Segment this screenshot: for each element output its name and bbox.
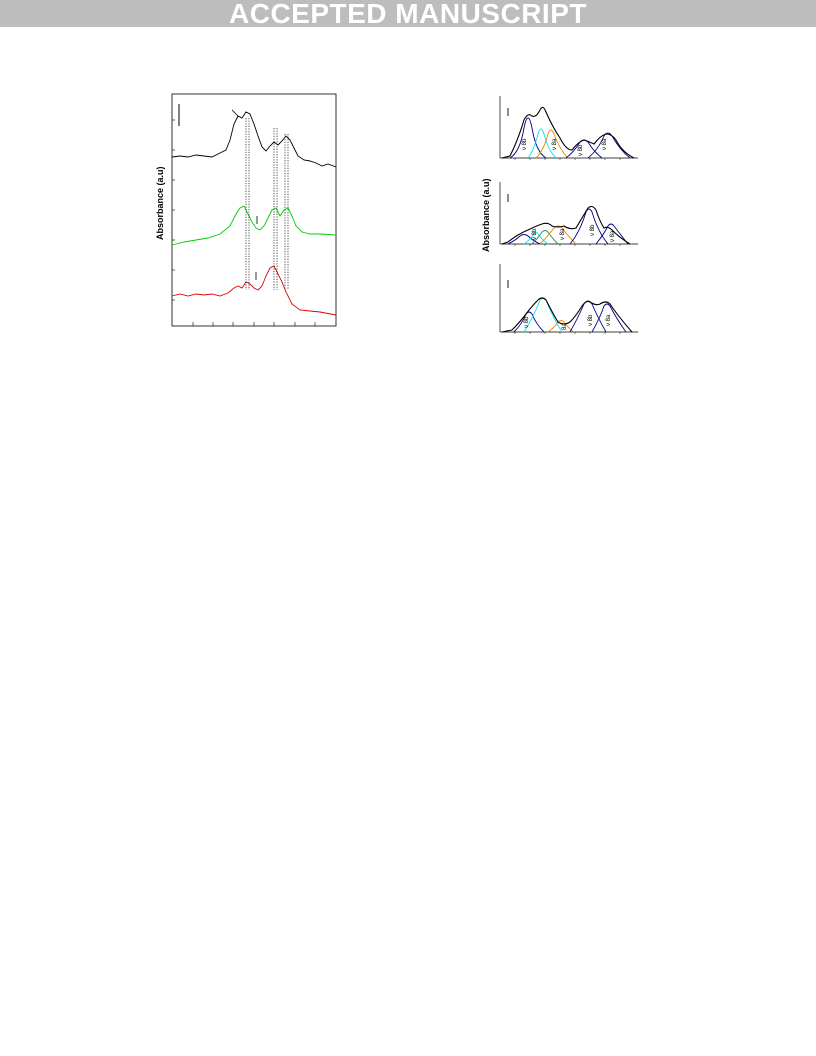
panel2-comp-navy-3: [595, 223, 629, 245]
panel1-fit: [501, 106, 635, 159]
right-panel-1: ν 8b ν 8a ν 8b ν 8a: [499, 96, 638, 160]
panel3-comp-orange: [547, 320, 575, 333]
panel2-label-4: ν 8a: [610, 230, 616, 242]
panel1-comp-cyan: [527, 128, 557, 159]
trace-red: [171, 265, 337, 316]
trace-green: [171, 205, 337, 246]
trace-black: [171, 111, 337, 168]
panel2-comp-green: [531, 230, 559, 245]
panel1-label-2: ν 8a: [552, 138, 558, 150]
panel2-comp-navy-1: [507, 234, 541, 245]
accepted-manuscript-banner: ACCEPTED MANUSCRIPT: [0, 0, 816, 29]
panel3-label-4: ν 8a: [606, 314, 612, 326]
left-dotted-guides: [245, 118, 289, 290]
panel3-label-1: ν 8b: [524, 316, 530, 328]
panel1-label-3: ν 8b: [578, 144, 584, 156]
left-plot-x-ticks: [192, 322, 316, 326]
panel2-label-3: ν 8b: [590, 224, 596, 236]
panel3-comp-navy-3: [591, 303, 627, 333]
right-panel-3: ν 8b 8a ν 8b ν 8a: [499, 264, 638, 334]
panel2-comp-cyan: [523, 232, 549, 245]
panel1-comp-navy-1: [509, 117, 547, 159]
panel1-comp-orange: [535, 129, 569, 159]
panel3-label-2: 8a: [562, 323, 568, 330]
panel3-label-3: ν 8b: [588, 314, 594, 326]
panel1-label-1: ν 8b: [522, 138, 528, 150]
panel2-comp-navy-2: [569, 208, 609, 245]
panel1-label-4: ν 8a: [602, 138, 608, 150]
banner-text: ACCEPTED MANUSCRIPT: [229, 0, 587, 29]
right-panel-2: ν 8b ν 8a ν 8b ν 8a: [499, 182, 638, 246]
left-peak-marker: [231, 109, 239, 117]
left-plot-y-ticks: [172, 119, 175, 301]
panel2-fit: [501, 205, 631, 245]
panel2-label-1: ν 8b: [532, 228, 538, 240]
panel2-comp-orange: [539, 225, 577, 245]
panel3-comp-navy-1: [513, 311, 545, 333]
panel1-comp-navy-3: [587, 132, 631, 159]
panel3-fit: [501, 297, 633, 333]
panel2-label-2: ν 8a: [560, 228, 566, 240]
